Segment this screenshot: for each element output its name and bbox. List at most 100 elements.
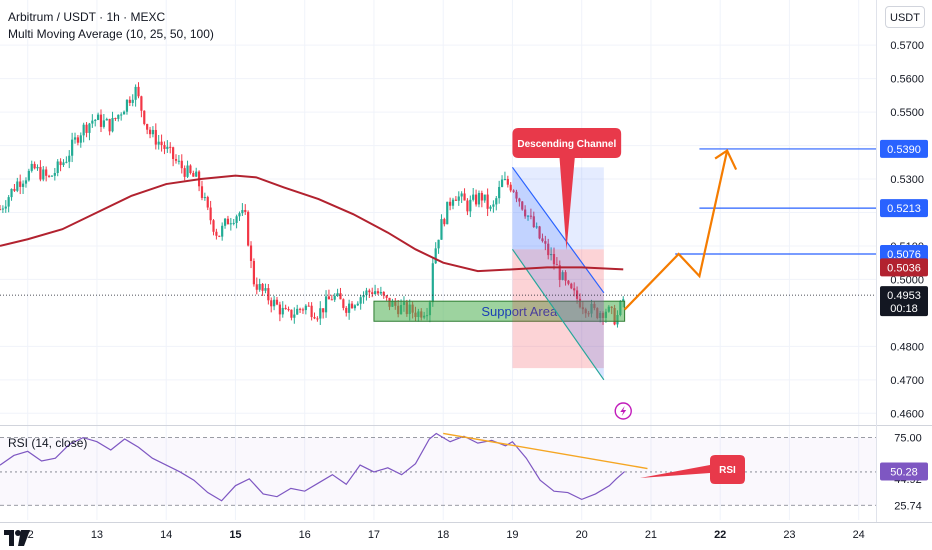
candle-up [561, 272, 564, 280]
price-axis-tick-label: 0.5500 [890, 107, 924, 119]
candle-up [71, 139, 74, 156]
candle-up [203, 197, 206, 199]
candle-down [0, 209, 2, 211]
time-axis-tick-label: 17 [368, 529, 380, 541]
descending-channel-callout [512, 128, 622, 250]
candle-up [65, 161, 68, 163]
candle-down [330, 299, 333, 301]
candle-up [62, 162, 65, 166]
candle-up [4, 206, 7, 209]
candle-down [547, 243, 550, 256]
candle-down [512, 190, 515, 192]
candle-up [336, 293, 339, 296]
candle-down [189, 165, 192, 174]
candle-up [122, 111, 126, 115]
support-area-zone [373, 300, 626, 322]
rsi-value-tag [880, 462, 928, 481]
candle-down [544, 241, 547, 244]
candle-down [85, 124, 88, 133]
time-axis-tick-label: 19 [506, 529, 518, 541]
candle-up [622, 299, 625, 302]
candle-down [350, 303, 354, 309]
candle-up [258, 283, 261, 290]
candle-down [529, 215, 533, 217]
candle-down [567, 280, 570, 284]
candle-up [477, 192, 481, 205]
candle-down [13, 188, 16, 191]
candle-up [56, 161, 59, 173]
candle-down [327, 296, 331, 300]
lightning-icon [620, 406, 627, 416]
currency-selector[interactable]: USDT [885, 6, 925, 28]
candle-up [125, 99, 129, 112]
descending-channel-fill [512, 167, 604, 380]
candle-up [21, 183, 25, 187]
moving-average-line [0, 174, 624, 273]
candle-up [304, 305, 307, 311]
time-axis: 12131415161718192021222324 [22, 529, 865, 541]
candle-down [33, 163, 36, 169]
candle-up [235, 216, 238, 223]
candle-down [313, 317, 316, 319]
candle-down [146, 123, 149, 130]
candle-up [535, 226, 538, 228]
candle-up [319, 308, 322, 319]
candle-up [431, 263, 434, 303]
candle-down [322, 308, 325, 313]
candle-down [506, 178, 509, 185]
candle-up [281, 307, 284, 315]
rsi-value-label: 50.28 [890, 467, 918, 479]
candle-down [47, 175, 51, 177]
candle-up [229, 223, 232, 225]
candle-down [515, 191, 518, 199]
candle-down [270, 300, 273, 307]
candle-down [212, 220, 215, 232]
candle-up [166, 146, 169, 149]
candle-down [128, 99, 131, 103]
candle-up [134, 86, 137, 100]
time-axis-tick-label: 20 [576, 529, 588, 541]
candle-down [290, 309, 293, 318]
candle-down [183, 168, 186, 177]
candle-up [1, 208, 4, 210]
price-tag-label: 0.5076 [887, 249, 921, 261]
candle-down [316, 318, 319, 320]
candle-up [68, 155, 71, 162]
candle-up [503, 178, 507, 180]
candle-down [172, 147, 175, 160]
time-axis-tick-label: 13 [91, 529, 103, 541]
candle-up [362, 295, 365, 298]
candle-up [293, 314, 296, 318]
candle-down [298, 308, 302, 310]
candle-up [97, 114, 100, 120]
projection-path [623, 150, 729, 311]
candle-down [524, 209, 527, 217]
candle-down [284, 307, 287, 310]
candle-up [91, 120, 94, 124]
rsi-callout-label: RSI [719, 465, 736, 476]
candle-up [472, 194, 475, 200]
price-tag-label: 0.5036 [887, 262, 921, 274]
candle-down [376, 291, 380, 294]
candle-down [443, 219, 446, 225]
grid-lines [0, 0, 876, 520]
projection-arrowhead [714, 148, 738, 171]
candle-up [373, 291, 377, 294]
tradingview-logo-icon [4, 530, 30, 546]
price-axis-tick-label: 0.5600 [890, 74, 924, 86]
candle-down [368, 290, 371, 293]
rsi-trendline [443, 432, 648, 470]
candle-up [498, 186, 501, 199]
candle-up [434, 248, 437, 264]
rsi-legend: RSI (14, close) [8, 436, 88, 450]
candle-down [114, 118, 117, 120]
candle-up [489, 206, 492, 209]
candle-up [333, 295, 336, 300]
rsi-callout [640, 455, 745, 484]
candle-down [59, 161, 62, 166]
candle-down [108, 118, 111, 132]
candle-up [10, 188, 13, 198]
candle-down [247, 211, 250, 246]
